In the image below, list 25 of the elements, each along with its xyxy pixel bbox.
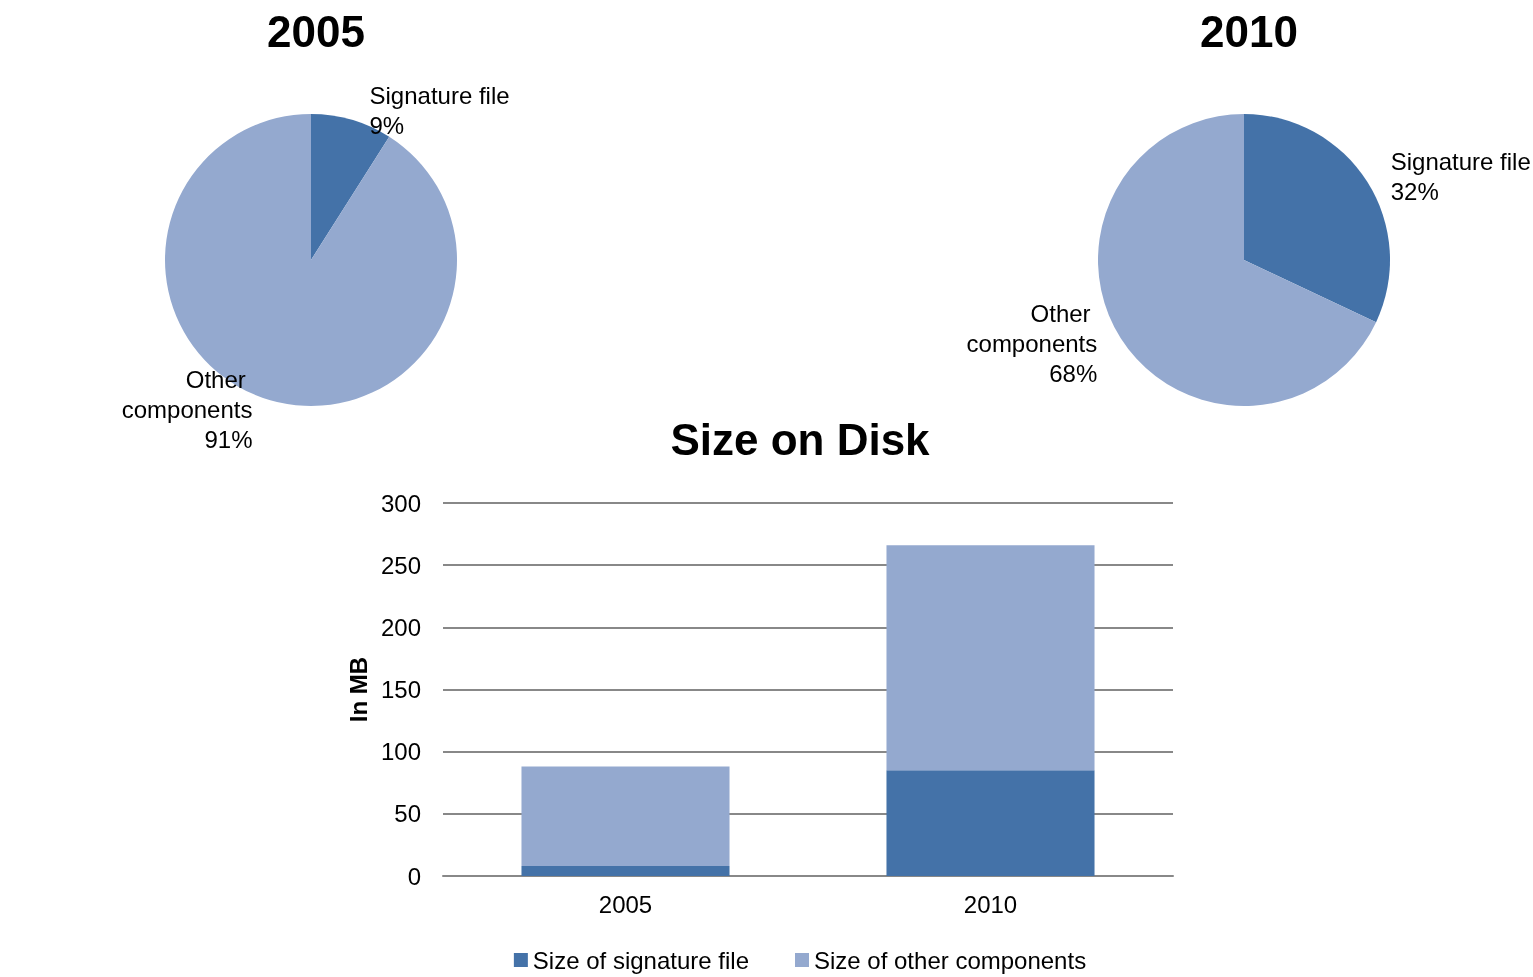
y-tick-label: 300 — [380, 489, 421, 517]
y-tick-label: 150 — [380, 676, 421, 703]
slice-label: Other components — [121, 366, 253, 424]
y-tick-label: 50 — [394, 800, 421, 828]
chart-title: 2005 — [267, 6, 365, 56]
chart-title: 2010 — [1200, 6, 1298, 56]
data-label: 32% — [1390, 177, 1439, 205]
legend-label: Size of signature file — [532, 946, 749, 974]
legend-label: Size of other components — [813, 946, 1087, 974]
data-label: 9% — [369, 111, 405, 139]
chart-title: Size on Disk — [670, 414, 931, 464]
y-axis-title: In MB — [344, 656, 372, 723]
slice-label: Signature file — [369, 81, 510, 109]
data-label: 91% — [204, 426, 253, 454]
slice-label: Other components — [966, 300, 1098, 358]
bar — [521, 766, 730, 867]
y-tick-label: 250 — [380, 551, 421, 579]
data-label: 68% — [1049, 360, 1098, 388]
slice-label: Signature file — [1390, 147, 1531, 175]
bar — [886, 545, 1095, 771]
y-tick-label: 200 — [380, 613, 421, 641]
y-tick-label: 100 — [380, 738, 421, 766]
bar — [521, 866, 730, 876]
y-tick-label: 0 — [407, 862, 421, 890]
bar — [886, 770, 1095, 876]
